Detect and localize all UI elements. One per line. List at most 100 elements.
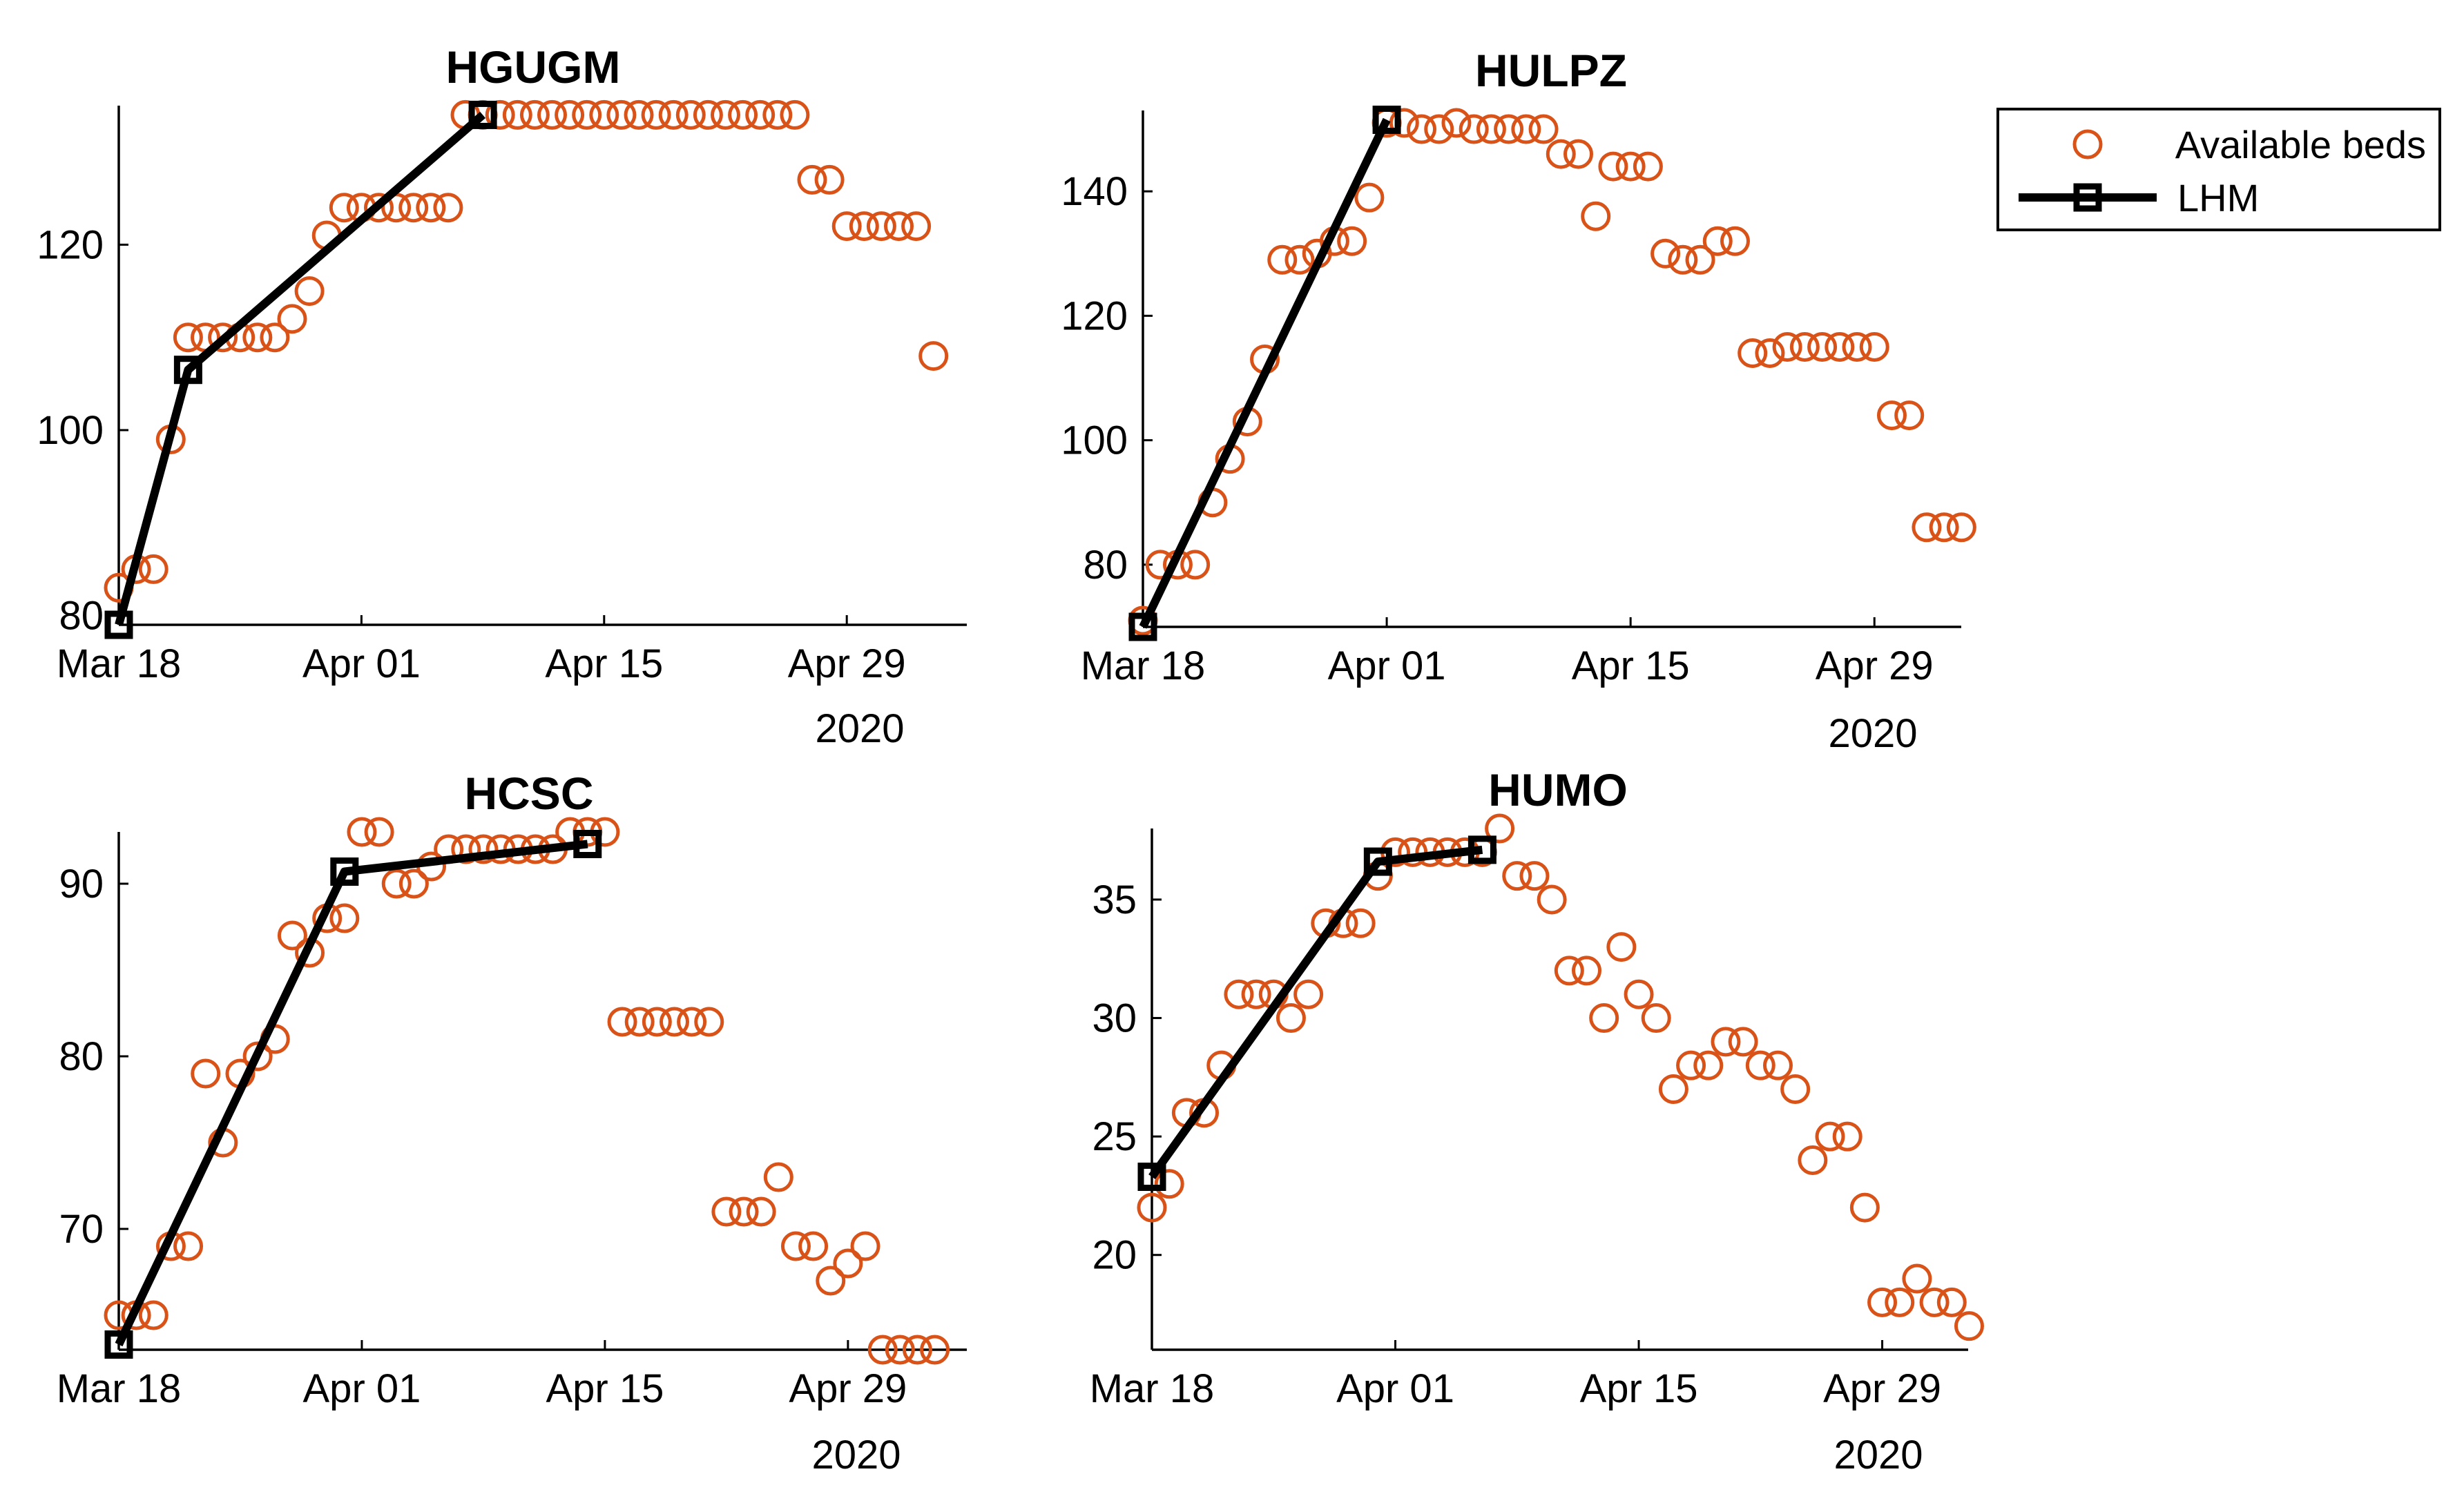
beds-point [1407, 114, 1437, 144]
beds-point [831, 211, 862, 242]
year-label: 2020 [811, 1433, 901, 1477]
beds-point [364, 193, 394, 223]
beds-point [1685, 244, 1715, 275]
beds-point [1293, 979, 1324, 1009]
beds-point [1842, 331, 1872, 362]
beds-point [398, 869, 429, 899]
x-tick-label: Apr 01 [1328, 643, 1446, 688]
x-tick-label: Apr 29 [1816, 643, 1934, 688]
beds-point [1902, 1263, 1932, 1294]
beds-point [589, 99, 619, 130]
beds-point [537, 99, 567, 130]
beds-point [606, 99, 637, 130]
beds-point [1276, 1003, 1306, 1034]
beds-point [555, 99, 585, 130]
beds-point [1572, 956, 1601, 986]
beds-point [1606, 932, 1637, 962]
x-tick-label: Apr 01 [1336, 1366, 1454, 1411]
beds-point [1954, 1311, 1984, 1341]
beds-point [1581, 201, 1611, 231]
beds-point [694, 1007, 724, 1037]
beds-point [242, 322, 273, 353]
beds-point [1354, 182, 1385, 213]
beds-point [1284, 244, 1315, 275]
y-tick-label: 20 [1092, 1233, 1137, 1278]
beds-point [1772, 331, 1802, 362]
lhm-point [104, 610, 133, 639]
beds-point [1745, 1050, 1775, 1080]
x-tick-label: Apr 01 [302, 641, 421, 686]
beds-point [1876, 400, 1907, 431]
beds-point [1929, 512, 1959, 543]
beds-point [659, 1007, 689, 1037]
beds-point [1267, 244, 1298, 275]
beds-point [641, 99, 671, 130]
y-tick-label: 25 [1092, 1114, 1137, 1159]
beds-point [1885, 1287, 1915, 1317]
beds-point [1633, 151, 1663, 182]
beds-point [1624, 979, 1654, 1009]
panel-title: HUMO [1488, 764, 1628, 815]
beds-point [1650, 238, 1681, 269]
lhm-point [173, 356, 202, 385]
beds-point [277, 304, 307, 334]
beds-point [381, 869, 412, 899]
beds-point [173, 322, 203, 353]
beds-point [1711, 1027, 1741, 1057]
beds-point [1424, 114, 1454, 144]
beds-point [329, 193, 359, 223]
x-tick-label: Apr 29 [1823, 1366, 1941, 1411]
beds-point [1728, 1027, 1758, 1057]
beds-point [885, 1335, 915, 1365]
beds-point [1894, 400, 1925, 431]
lhm-point [1467, 835, 1496, 864]
beds-point [208, 322, 238, 353]
x-tick-label: Mar 18 [57, 1366, 182, 1411]
beds-point [624, 1007, 655, 1037]
beds-point [867, 1335, 898, 1365]
beds-point [1337, 226, 1367, 256]
beds-point [1676, 1050, 1706, 1080]
beds-point [519, 99, 550, 130]
lhm-point [468, 100, 497, 129]
x-tick-label: Apr 01 [303, 1366, 421, 1411]
beds-point [1476, 114, 1506, 144]
beds-point [1546, 139, 1576, 169]
beds-point [866, 211, 896, 242]
lhm-line [115, 840, 588, 1347]
beds-point [1494, 114, 1524, 144]
x-tick-label: Apr 29 [788, 641, 906, 686]
beds-point [849, 211, 879, 242]
beds-point [1598, 151, 1628, 182]
x-tick-label: Apr 15 [1572, 643, 1690, 688]
beds-point [485, 99, 515, 130]
beds-point [798, 1231, 829, 1261]
beds-point [416, 193, 446, 223]
lhm-line [1148, 845, 1483, 1179]
beds-point [642, 1007, 672, 1037]
y-tick-label: 70 [59, 1207, 104, 1252]
beds-point [1502, 861, 1532, 891]
lhm-point [1137, 1162, 1166, 1191]
y-tick-label: 35 [1092, 877, 1137, 922]
beds-point [1668, 244, 1698, 275]
beds-point [1224, 979, 1254, 1009]
y-tick-label: 90 [59, 862, 104, 906]
beds-point [675, 99, 706, 130]
panel-title: HULPZ [1475, 45, 1627, 96]
beds-point [1441, 108, 1472, 138]
beds-point [260, 322, 290, 353]
beds-point [138, 554, 169, 584]
beds-point [780, 99, 810, 130]
beds-point [711, 99, 740, 130]
beds-point [1946, 512, 1976, 543]
legend-box [1996, 108, 2441, 231]
x-tick-label: Apr 15 [545, 641, 663, 686]
lhm-point [1372, 106, 1401, 135]
beds-point [607, 1007, 637, 1037]
beds-point [746, 1196, 776, 1227]
beds-point [294, 276, 325, 307]
beds-point [451, 834, 481, 864]
beds-point [277, 920, 307, 951]
